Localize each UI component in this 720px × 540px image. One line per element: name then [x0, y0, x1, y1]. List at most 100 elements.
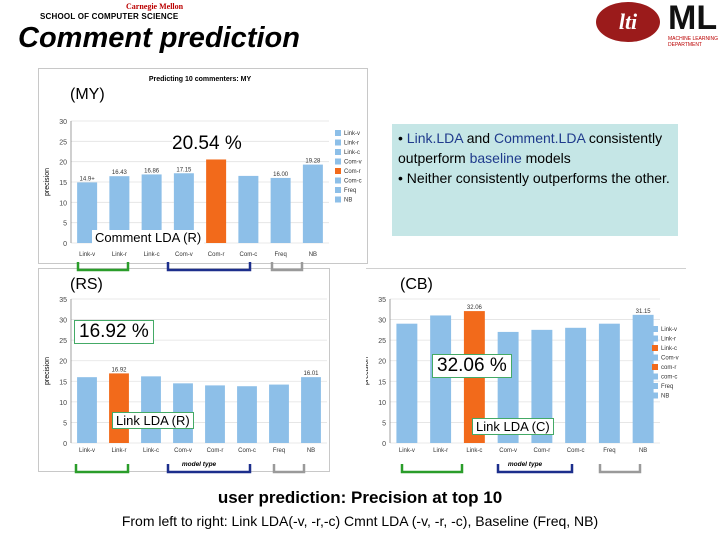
y-tick-label: 30	[59, 318, 67, 325]
bar-com-r	[531, 329, 553, 443]
x-tick-label: Link-c	[466, 448, 482, 454]
chart-title: Predicting 10 commenters: MY	[149, 76, 252, 83]
bar-freq	[270, 177, 291, 243]
lti-logo-text: lti	[618, 9, 638, 34]
best-model-label-cb: Link LDA (C)	[472, 418, 554, 435]
dataset-label-my: (MY)	[70, 86, 105, 104]
y-tick-label: 0	[63, 241, 67, 248]
y-tick-label: 20	[59, 160, 67, 167]
y-tick-label: 20	[59, 359, 67, 366]
baseline-term: baseline	[469, 150, 522, 166]
legend-swatch	[652, 335, 658, 342]
y-tick-label: 25	[59, 139, 67, 146]
x-tick-label: Com-r	[207, 448, 224, 454]
legend-swatch	[335, 149, 341, 155]
bar-com-c	[237, 386, 257, 443]
legend-item: Link-c	[344, 150, 360, 156]
dataset-label-rs: (RS)	[70, 276, 103, 294]
x-tick-label: Link-c	[144, 252, 160, 258]
linklda-term: Link.LDA	[406, 130, 463, 146]
legend-item: Freq	[344, 188, 356, 194]
y-tick-label: 5	[382, 420, 386, 427]
highlight-value-rs: 16.92 %	[74, 320, 154, 344]
legend-swatch	[652, 326, 658, 332]
y-tick-label: 0	[63, 441, 67, 448]
x-tick-label: NB	[307, 448, 315, 454]
bar-nb	[302, 164, 323, 243]
x-tick-label: NB	[309, 252, 317, 258]
legend-item: com-c	[661, 375, 677, 381]
bar-com-c	[565, 327, 587, 443]
y-tick-label: 10	[59, 200, 67, 207]
conclusion-box: • Link.LDA and Comment.LDA consistently …	[392, 124, 678, 236]
x-tick-label: Com-v	[175, 252, 193, 258]
x-tick-label: NB	[639, 448, 647, 454]
legend-item: Com-v	[661, 356, 679, 362]
lti-logo: lti	[596, 2, 660, 42]
x-tick-label: Link-v	[399, 448, 415, 454]
legend-swatch	[335, 130, 341, 136]
legend-item: Com-c	[344, 179, 362, 185]
x-tick-label: Link-c	[143, 448, 159, 454]
x-axis-label: model type	[508, 461, 543, 468]
legend-item: Com-r	[344, 169, 361, 175]
x-tick-label: Freq	[603, 448, 615, 454]
x-tick-label: Freq	[273, 448, 285, 454]
y-tick-label: 15	[378, 379, 386, 386]
bar-value-label: 16.86	[144, 168, 160, 174]
legend-swatch	[335, 158, 341, 165]
ml-logo-subtitle: MACHINE LEARNING DEPARTMENT	[668, 36, 719, 48]
legend-item: Link-v	[661, 327, 677, 333]
legend-swatch	[335, 177, 341, 184]
legend-item: Link-r	[661, 337, 676, 343]
bar-link-v	[77, 377, 97, 443]
x-tick-label: Link-r	[433, 448, 448, 454]
chart-panel-rs: 0 5 10 15 20 25 30 35 precision Link-v 16.92 Link-r…	[38, 268, 362, 472]
legend-item: com-r	[661, 365, 676, 371]
consistently-text: consistently outperform	[398, 130, 663, 166]
bar-link-c	[141, 376, 161, 443]
legend-item: Com-v	[344, 160, 362, 166]
best-model-label-my: Comment LDA (R)	[92, 230, 205, 245]
bar-value-label: 16.43	[112, 170, 128, 176]
models-text: models	[525, 150, 571, 166]
y-tick-label: 5	[63, 221, 67, 228]
y-tick-label: 35	[378, 297, 386, 304]
legend-item: Link-c	[661, 346, 677, 352]
bar-value-label: 17.15	[176, 167, 192, 173]
commentlda-term: Comment.LDA	[493, 130, 586, 146]
y-tick-label: 10	[59, 400, 67, 407]
y-tick-label: 25	[59, 338, 67, 345]
bar-link-r	[109, 373, 129, 443]
x-tick-label: Link-v	[79, 448, 95, 454]
chart-cb: 0 5 10 15 20 25 30 35 precision Link-v Link-r 32.06…	[363, 297, 679, 468]
bar-value-label: 31.15	[636, 309, 652, 315]
footer-subtitle: From left to right: Link LDA(-v, -r,-c) …	[121, 513, 599, 529]
legend-swatch	[652, 373, 658, 380]
bar-link-r	[109, 176, 130, 243]
y-axis-label: precision	[44, 168, 51, 196]
y-tick-label: 20	[378, 359, 386, 366]
legend-item: Link-r	[344, 141, 359, 147]
x-tick-label: Link-v	[79, 252, 95, 258]
highlight-value-my: 20.54 %	[172, 133, 242, 155]
x-tick-label: Com-v	[174, 448, 192, 454]
slide-title: Comment prediction	[18, 22, 300, 54]
x-tick-label: Com-c	[238, 448, 256, 454]
bar-value-label: 16.00	[273, 172, 289, 178]
chart-rs: 0 5 10 15 20 25 30 35 precision Link-v 16.92 Link-r…	[44, 297, 362, 468]
y-tick-label: 30	[59, 119, 67, 126]
y-tick-label: 25	[378, 338, 386, 345]
legend-swatch	[335, 168, 341, 174]
header-bar: Carnegie Mellon SCHOOL OF COMPUTER SCIEN…	[0, 0, 720, 24]
and-word: and	[466, 130, 491, 146]
x-tick-label: Com-v	[499, 448, 517, 454]
bar-link-v	[396, 323, 418, 443]
dataset-label-cb: (CB)	[400, 276, 433, 294]
school-name: SCHOOL OF COMPUTER SCIENCE	[40, 12, 179, 21]
legend-swatch	[652, 392, 658, 399]
y-axis-label: precision	[366, 357, 370, 385]
legend-item: Freq	[661, 384, 673, 390]
legend-swatch	[335, 187, 341, 193]
legend-swatch	[652, 345, 658, 351]
